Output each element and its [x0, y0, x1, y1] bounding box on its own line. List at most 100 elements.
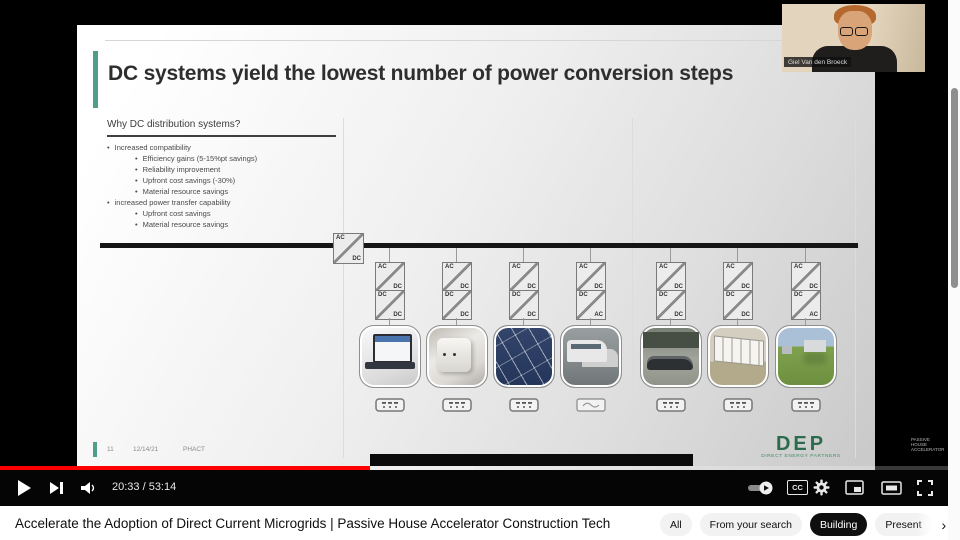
- dc-outlet-icon: [791, 398, 821, 412]
- converter-box-ac-dc: AC DC: [723, 262, 753, 292]
- dc-bus-line: [100, 243, 858, 248]
- dc-outlet-icon: [509, 398, 539, 412]
- dc-outlet-icon: [375, 398, 405, 412]
- autoplay-toggle[interactable]: [746, 481, 774, 495]
- bullet-marker: •: [107, 143, 110, 152]
- presentation-slide: DC systems yield the lowest number of po…: [77, 25, 875, 470]
- outlet-icon: [791, 398, 821, 412]
- converter-label: DC: [527, 284, 536, 290]
- diagram-column-battery-storage: AC DC DC DC: [704, 248, 772, 443]
- grid-converter-box: AC DC: [333, 233, 364, 264]
- section-divider: [632, 118, 633, 458]
- bullet-text: Material resource savings: [142, 220, 229, 229]
- filter-chip-building[interactable]: Building: [809, 513, 868, 536]
- play-button[interactable]: [14, 478, 34, 498]
- converter-box-dc-dc: DC DC: [656, 290, 686, 320]
- connector-line: [737, 248, 738, 262]
- bullet-text: increased power transfer capability: [114, 198, 231, 207]
- bullet-item: • Upfront cost savings: [103, 208, 373, 219]
- bullet-item: • Upfront cost savings (-30%): [103, 175, 373, 186]
- progress-played: [0, 466, 370, 470]
- section-divider: [855, 118, 856, 458]
- dep-logo-text: DEP: [775, 433, 827, 455]
- chip-label: Present: [885, 518, 922, 531]
- outlet-icon: [576, 398, 606, 412]
- page-below-player: Accelerate the Adoption of Direct Curren…: [0, 506, 948, 540]
- diagram-column-solar-panel: AC DC DC DC: [490, 248, 558, 443]
- section-divider: [343, 118, 344, 458]
- converter-label: AC: [594, 312, 603, 318]
- bullet-marker: •: [135, 187, 138, 196]
- bullet-item: • Increased compatibility: [103, 142, 373, 153]
- dep-logo: DEP DIRECT ENERGY PARTNERS: [741, 434, 861, 459]
- captions-button[interactable]: CC: [787, 480, 808, 495]
- theater-mode-button[interactable]: [881, 481, 902, 495]
- connector-line: [670, 248, 671, 262]
- converter-label: DC: [393, 284, 402, 290]
- webcam-overlay: Giel Van den Broeck: [782, 4, 925, 72]
- converter-box-ac-dc: AC DC: [791, 262, 821, 292]
- connector-line: [389, 318, 390, 325]
- connector-line: [670, 318, 671, 325]
- converter-label: AC: [445, 264, 454, 270]
- ev-car-image: [640, 325, 702, 388]
- connector-line: [590, 248, 591, 262]
- video-player[interactable]: DC systems yield the lowest number of po…: [0, 0, 948, 506]
- connector-line: [805, 248, 806, 262]
- title-accent-bar: [93, 51, 98, 108]
- slide-number: 11: [107, 446, 114, 453]
- section-heading-rule: [107, 135, 336, 137]
- converter-label: DC: [445, 292, 454, 298]
- converter-label: DC: [741, 284, 750, 290]
- bullet-text: Increased compatibility: [114, 143, 191, 152]
- converter-box-dc-dc: DC AC: [791, 290, 821, 320]
- progress-bar[interactable]: [0, 466, 948, 470]
- filter-chip-present[interactable]: Present: [875, 513, 932, 536]
- section-heading: Why DC distribution systems?: [107, 119, 241, 130]
- electronics-image: [359, 325, 421, 388]
- watermark-line: HOUSE: [911, 442, 928, 448]
- converter-box-ac-dc: AC DC: [576, 262, 606, 292]
- converter-label: DC: [674, 284, 683, 290]
- connector-line: [523, 318, 524, 325]
- converter-box-dc-dc: DC DC: [723, 290, 753, 320]
- bullet-text: Upfront cost savings: [142, 209, 211, 218]
- bullet-marker: •: [135, 165, 138, 174]
- converter-label: DC: [579, 292, 588, 298]
- connector-line: [456, 248, 457, 262]
- converter-label: AC: [378, 264, 387, 270]
- converter-label: DC: [594, 284, 603, 290]
- outlet-icon: [723, 398, 753, 412]
- diagram-column-rv-trailer: AC DC DC AC: [557, 248, 625, 443]
- converter-label: DC: [674, 312, 683, 318]
- connector-line: [590, 318, 591, 325]
- slide-date: 12/14/21: [133, 446, 159, 453]
- converter-box-dc-dc: DC DC: [442, 290, 472, 320]
- building-site-image: [775, 325, 837, 388]
- solar-panel-image: [493, 325, 555, 388]
- miniplayer-button[interactable]: [845, 480, 864, 495]
- rv-trailer-image: [560, 325, 622, 388]
- fullscreen-button[interactable]: [916, 479, 934, 497]
- filter-chip-from-your-search[interactable]: From your search: [699, 513, 802, 536]
- connector-line: [737, 318, 738, 325]
- chevron-right-icon[interactable]: ›: [941, 516, 947, 533]
- converter-box-ac-dc: AC DC: [442, 262, 472, 292]
- dc-outlet-icon: [442, 398, 472, 412]
- converter-label: AC: [579, 264, 588, 270]
- volume-icon[interactable]: [79, 480, 97, 496]
- appliance-image: [426, 325, 488, 388]
- converter-label: AC: [794, 264, 803, 270]
- watermark-line: ACCELERATOR: [911, 447, 945, 453]
- filter-chip-all[interactable]: All: [660, 513, 692, 536]
- scrollbar-thumb[interactable]: [950, 88, 958, 288]
- settings-gear-icon[interactable]: [813, 479, 830, 496]
- bullet-marker: •: [135, 220, 138, 229]
- outlet-icon: [442, 398, 472, 412]
- converter-label: AC: [809, 312, 818, 318]
- next-button[interactable]: [48, 480, 66, 496]
- converter-box-ac-dc: AC DC: [375, 262, 405, 292]
- browser-scrollbar[interactable]: [948, 0, 960, 540]
- outlet-icon: [375, 398, 405, 412]
- converter-label: DC: [378, 292, 387, 298]
